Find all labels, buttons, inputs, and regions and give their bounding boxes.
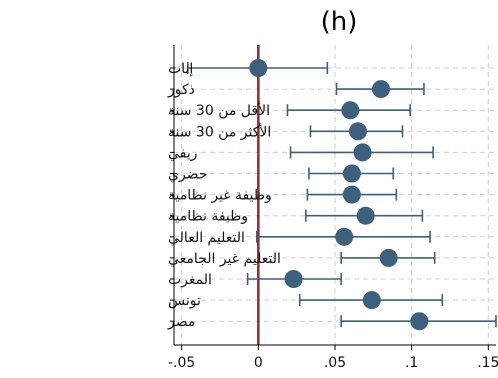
- category-label-6: وظيفة غير نظامية: [168, 188, 272, 204]
- category-label-10: المغرب: [168, 272, 212, 288]
- estimate-marker-9: [379, 248, 398, 267]
- estimate-marker-4: [353, 143, 372, 162]
- category-label-11: تونس: [168, 293, 201, 309]
- chart-title: (h): [321, 7, 358, 37]
- category-label-5: حضري: [168, 167, 207, 183]
- category-label-12: مصر: [167, 314, 195, 330]
- estimate-marker-1: [372, 80, 390, 99]
- x-tick-label-2: .05: [324, 355, 346, 371]
- category-label-7: وظيفة نظامية: [168, 209, 248, 225]
- grid-lines: [174, 45, 496, 345]
- x-tick-label-3: .1: [405, 355, 418, 371]
- estimate-marker-7: [356, 206, 375, 225]
- estimate-marker-3: [349, 122, 367, 141]
- estimate-marker-10: [284, 270, 303, 288]
- estimate-marker-11: [362, 291, 381, 310]
- category-label-4: ريفي: [168, 145, 197, 161]
- estimate-marker-5: [342, 164, 361, 183]
- category-label-9: التعليم غير الجامعي: [168, 251, 281, 267]
- point-estimates: [249, 59, 429, 331]
- estimate-marker-0: [249, 59, 268, 77]
- category-label-3: الأكثر من 30 سنة: [168, 122, 271, 140]
- category-labels: إناث ذكور الأقل من 30 سنة الأكثر من 30 سنة ر…: [167, 61, 281, 330]
- estimate-marker-6: [342, 185, 361, 204]
- x-tick-label-4: .15: [477, 355, 498, 371]
- category-label-2: الأقل من 30 سنة: [168, 101, 270, 119]
- category-label-0: إناث: [168, 61, 193, 77]
- x-tick-label-1: 0: [254, 355, 263, 371]
- x-tick-label-0: -.05: [168, 355, 195, 371]
- estimate-marker-2: [341, 101, 360, 120]
- x-axis: -.05 0 .05 .1 .15: [168, 45, 498, 371]
- category-label-1: ذكور: [167, 82, 195, 98]
- estimate-marker-12: [410, 312, 429, 331]
- category-label-8: التعليم العالي: [168, 230, 245, 246]
- estimate-marker-8: [335, 227, 354, 246]
